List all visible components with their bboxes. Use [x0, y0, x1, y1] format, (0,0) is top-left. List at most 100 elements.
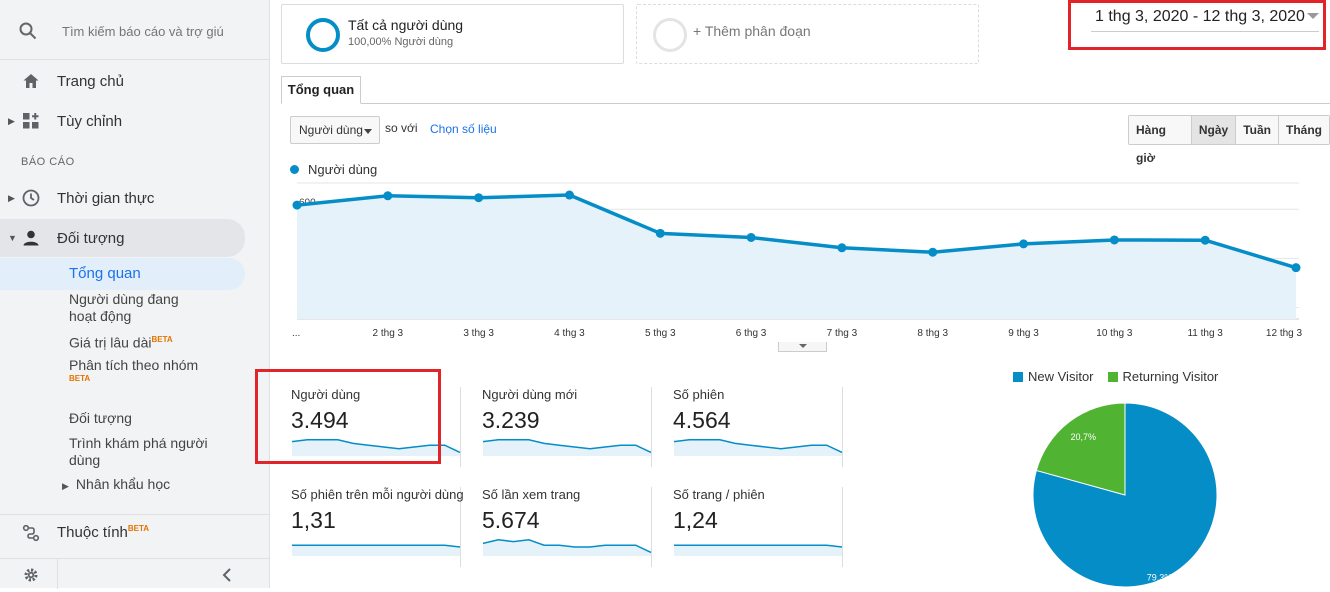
- metric-tile[interactable]: Số phiên trên mỗi người dùng 1,31: [281, 487, 464, 567]
- period-month-button[interactable]: Tháng: [1279, 116, 1329, 144]
- metric-tile[interactable]: Số phiên 4.564: [663, 387, 843, 467]
- segment-subtitle: 100,00% Người dùng: [348, 36, 454, 48]
- metric-tile[interactable]: Người dùng 3.494: [281, 387, 461, 467]
- beta-badge: BETA: [69, 374, 91, 383]
- pie-legend-returning: Returning Visitor: [1107, 369, 1219, 384]
- search-icon[interactable]: [19, 22, 37, 40]
- pie-legend-returning-label: Returning Visitor: [1122, 369, 1219, 384]
- nav-realtime[interactable]: ▶ Thời gian thực: [0, 180, 245, 216]
- sub-item-lifetime-value-label: Giá trị lâu dài: [69, 334, 152, 351]
- x-tick-label: 2 thg 3: [373, 328, 404, 339]
- sub-item-audiences-label: Đối tượng: [69, 410, 132, 426]
- empty-segment-circle: [653, 18, 687, 52]
- metric-value: 1,31: [291, 507, 336, 533]
- period-toggle: Hàng giờ Ngày Tuần Tháng: [1128, 115, 1330, 165]
- attribution-icon: [22, 524, 40, 541]
- metric-sparkline: [482, 539, 652, 556]
- segment-title: Tất cả người dùng: [348, 17, 464, 33]
- data-point[interactable]: [1291, 263, 1301, 273]
- pie-value-label: 79,3%: [1147, 572, 1173, 582]
- x-tick-label: 6 thg 3: [736, 328, 767, 339]
- chart-expander-button[interactable]: [778, 342, 827, 352]
- search-input[interactable]: [62, 20, 224, 42]
- x-tick-label: 5 thg 3: [645, 328, 676, 339]
- pick-metric-link[interactable]: Chọn số liệu: [430, 122, 497, 136]
- sub-item-user-explorer[interactable]: Trình khám phá người dùng: [69, 435, 209, 469]
- sparkline-line: [673, 439, 843, 454]
- visitor-pie-chart: 79,3% 20,7%: [1032, 402, 1218, 588]
- sparkline-fill: [674, 545, 842, 556]
- nav-realtime-label: Thời gian thực: [57, 189, 155, 207]
- period-day-button[interactable]: Ngày: [1191, 116, 1237, 144]
- data-point[interactable]: [292, 200, 302, 210]
- data-point[interactable]: [474, 193, 484, 203]
- metric-name: Người dùng mới: [482, 387, 578, 402]
- metric-name: Người dùng: [291, 387, 361, 402]
- metric-tile[interactable]: Người dùng mới 3.239: [472, 387, 652, 467]
- data-point[interactable]: [1109, 235, 1119, 245]
- section-label-reports: BÁO CÁO: [21, 156, 75, 168]
- date-range-text: 1 thg 3, 2020 - 12 thg 3, 2020: [1095, 8, 1305, 25]
- metric-tile[interactable]: Số trang / phiên 1,24: [663, 487, 843, 567]
- data-point[interactable]: [383, 191, 393, 201]
- data-point[interactable]: [564, 190, 574, 200]
- legend-swatch: [1013, 372, 1023, 382]
- gear-icon[interactable]: [22, 566, 40, 584]
- chart-legend: Người dùng: [290, 162, 377, 177]
- sparkline-line: [292, 544, 461, 548]
- sub-item-audiences[interactable]: Đối tượng: [69, 410, 209, 427]
- data-point[interactable]: [928, 247, 938, 257]
- period-hourly-button[interactable]: Hàng giờ: [1129, 116, 1192, 165]
- metric-name: Số lần xem trang: [482, 487, 581, 502]
- nav-audience-label: Đối tượng: [57, 229, 125, 247]
- sub-item-overview[interactable]: Tổng quan: [0, 258, 245, 290]
- nav-home[interactable]: Trang chủ: [0, 63, 245, 99]
- x-tick-label: 10 thg 3: [1096, 328, 1133, 339]
- sub-item-lifetime-value[interactable]: Giá trị lâu dàiBETA: [69, 331, 209, 352]
- caret-right-icon: ▶: [62, 481, 69, 491]
- nav-customize-label: Tùy chỉnh: [57, 112, 123, 130]
- metric-name: Số phiên trên mỗi người dùng: [291, 487, 464, 502]
- metric-value: 1,24: [673, 507, 718, 533]
- metric-sparkline: [482, 439, 652, 456]
- add-segment-label: + Thêm phân đoạn: [693, 23, 811, 39]
- segment-all-users[interactable]: Tất cả người dùng 100,00% Người dùng: [281, 4, 624, 64]
- metric-name: Số trang / phiên: [673, 487, 765, 502]
- dropdown-arrow-icon: [364, 129, 372, 134]
- pie-value-label: 20,7%: [1070, 432, 1096, 442]
- date-range-picker[interactable]: 1 thg 3, 2020 - 12 thg 3, 2020: [1068, 0, 1326, 50]
- sub-item-demographics[interactable]: ▶ Nhân khẩu học: [62, 476, 222, 495]
- sparkline-line: [291, 439, 461, 454]
- nav-home-label: Trang chủ: [57, 72, 124, 90]
- pie-legend-new-label: New Visitor: [1028, 369, 1094, 384]
- dashboard-plus-icon: [23, 113, 39, 129]
- chevron-down-icon: [1307, 13, 1319, 19]
- nav-audience[interactable]: ▼ Đối tượng: [0, 219, 245, 257]
- tab-bar-line: [281, 103, 1330, 104]
- add-segment-button[interactable]: + Thêm phân đoạn: [636, 4, 979, 64]
- pie-legend: New Visitor Returning Visitor: [1013, 369, 1218, 384]
- data-point[interactable]: [837, 243, 847, 253]
- pie-slice[interactable]: [1032, 402, 1218, 588]
- sub-item-demographics-label: Nhân khẩu học: [75, 476, 171, 492]
- data-point[interactable]: [655, 228, 665, 238]
- pie-legend-new: New Visitor: [1013, 369, 1094, 384]
- data-point[interactable]: [1019, 239, 1029, 249]
- period-week-button[interactable]: Tuần: [1236, 116, 1279, 144]
- metric-tile[interactable]: Số lần xem trang 5.674: [472, 487, 652, 567]
- nav-customize[interactable]: ▶ Tùy chỉnh: [0, 103, 245, 139]
- legend-swatch: [1107, 372, 1118, 382]
- data-point[interactable]: [746, 232, 756, 242]
- nav-attribution[interactable]: Thuộc tínhBETA: [0, 514, 270, 550]
- data-point[interactable]: [1200, 235, 1210, 245]
- segment-color-circle: [306, 18, 340, 52]
- metric-select[interactable]: Người dùng: [290, 116, 380, 144]
- collapse-chevron-icon[interactable]: [221, 568, 233, 582]
- sidebar-footer: [0, 558, 270, 589]
- highlight-box: [255, 369, 441, 464]
- legend-series-name: Người dùng: [308, 162, 378, 177]
- pie-slice[interactable]: [1035, 402, 1126, 496]
- sub-item-cohort[interactable]: Phân tích theo nhóm BETA: [69, 357, 209, 383]
- tab-overview[interactable]: Tổng quan: [281, 76, 361, 104]
- sub-item-active-users[interactable]: Người dùng đang hoạt động: [69, 291, 209, 325]
